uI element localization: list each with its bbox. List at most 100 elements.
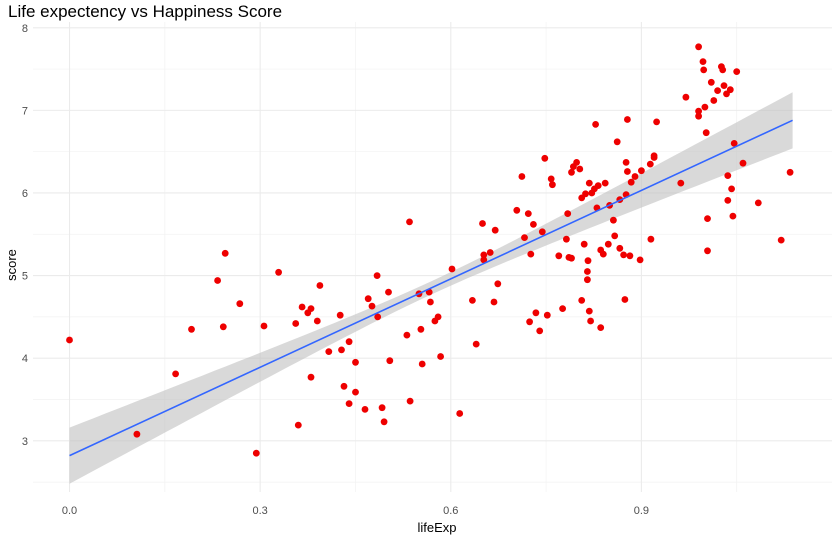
data-point [526,318,533,326]
data-point [621,296,629,303]
data-point [472,340,480,348]
data-point [403,331,411,339]
data-point [580,240,588,248]
data-point [406,397,414,405]
data-point [585,307,593,315]
data-point [368,302,376,310]
data-point [704,215,711,223]
data-point [622,159,630,166]
data-point [631,173,639,180]
trend-line [69,119,793,457]
data-point [601,179,609,187]
data-point [406,218,413,226]
data-point [294,421,302,429]
data-point [700,66,708,74]
data-point [418,360,426,368]
data-point [386,357,394,365]
data-point [720,82,728,89]
x-axis-title: lifeExp [417,520,456,535]
chart-title: Life expectency vs Happiness Score [8,2,282,21]
data-point [316,282,324,289]
data-point [530,221,537,228]
data-point [361,406,369,413]
data-point [702,129,710,137]
data-point [427,298,434,306]
data-point [292,320,300,327]
data-point [480,251,488,259]
data-point [710,97,718,104]
data-point [682,93,690,101]
data-point [653,118,660,126]
y-axis-ticks: 3 4 5 6 7 8 [22,23,28,448]
data-point [587,317,594,325]
y-tick-label: 3 [22,436,28,448]
data-point [491,226,499,234]
data-point [133,430,141,438]
y-tick-label: 5 [22,271,28,283]
data-point [701,103,709,111]
data-point [434,313,442,321]
data-point [338,346,345,354]
data-point [437,353,444,360]
trend-line-layer [69,119,793,457]
data-point [547,175,555,183]
data-point [626,252,634,260]
data-point [578,297,586,304]
data-point [597,324,605,331]
data-point [704,247,711,255]
data-point [345,400,353,407]
data-point [480,256,488,264]
data-point [568,254,575,262]
y-tick-label: 4 [22,353,28,365]
data-point [726,86,734,94]
data-point [714,87,721,94]
data-point [568,168,575,176]
data-point [364,295,372,303]
data-point [733,68,741,75]
data-point [221,249,229,257]
data-point [564,210,572,218]
data-point [584,257,592,265]
data-point [624,168,631,175]
data-point [219,323,227,331]
data-point [307,373,315,381]
data-point [524,210,532,218]
data-point [584,268,591,275]
data-point [236,300,244,308]
data-point [576,165,584,173]
data-point [536,327,544,335]
data-point [555,252,563,260]
data-point [352,388,359,396]
data-point [620,251,627,259]
y-tick-label: 8 [22,23,28,35]
x-tick-label: 0.3 [253,505,268,517]
data-point [599,250,607,258]
data-point [695,43,702,51]
data-point [777,236,785,244]
data-point [456,410,464,417]
data-point [469,297,476,304]
data-point [494,280,502,288]
data-point [518,173,526,180]
data-point [340,382,348,390]
data-point [611,232,619,240]
data-point [380,418,388,426]
data-point [724,197,732,204]
data-point [486,249,494,256]
y-tick-label: 7 [22,105,28,117]
data-point [584,276,591,284]
data-point [252,449,260,457]
data-point [728,185,735,193]
y-axis-title: score [4,249,19,281]
data-point [448,265,456,273]
x-axis-ticks: 0.0 0.3 0.6 0.9 [62,505,649,517]
data-point [479,220,486,227]
data-point [647,235,655,243]
data-point [646,160,654,168]
data-point [729,212,737,220]
data-point [66,336,73,344]
y-tick-label: 6 [22,188,28,200]
data-point [624,116,631,123]
data-point [563,235,570,243]
data-point [521,234,528,242]
